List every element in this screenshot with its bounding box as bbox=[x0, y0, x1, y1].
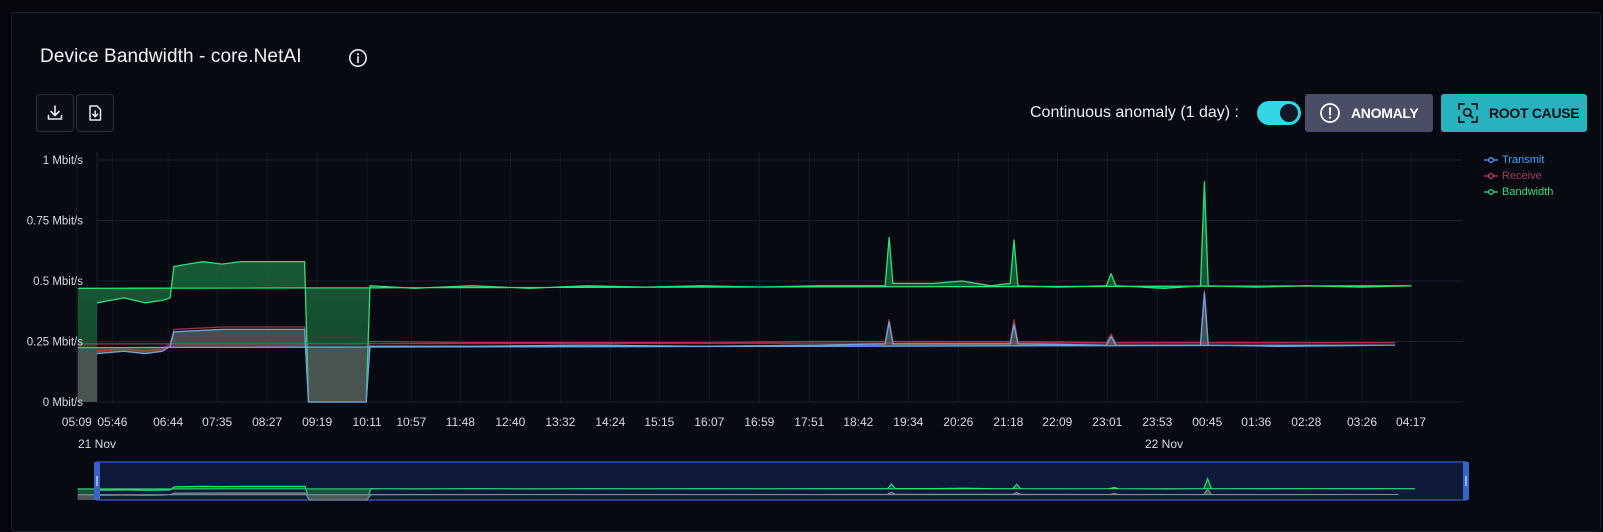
info-circle-icon[interactable] bbox=[348, 48, 368, 68]
line-marker-icon bbox=[1484, 188, 1498, 196]
legend-label-transmit: Transmit bbox=[1502, 154, 1545, 166]
chart-legend: Transmit Receive Bandwidth bbox=[1484, 152, 1553, 200]
export-file-button[interactable] bbox=[76, 94, 114, 132]
continuous-anomaly-label: Continuous anomaly (1 day) : bbox=[1030, 104, 1239, 121]
legend-item-bandwidth[interactable]: Bandwidth bbox=[1484, 184, 1553, 200]
anomaly-button[interactable]: ANOMALY bbox=[1305, 94, 1433, 132]
scan-search-icon bbox=[1457, 102, 1479, 124]
line-marker-icon bbox=[1484, 172, 1498, 180]
legend-label-receive: Receive bbox=[1502, 170, 1542, 182]
page-title: Device Bandwidth - core.NetAI bbox=[40, 46, 302, 67]
download-button[interactable] bbox=[36, 94, 74, 132]
continuous-anomaly-toggle[interactable] bbox=[1257, 101, 1301, 125]
download-icon bbox=[47, 105, 63, 120]
legend-label-bandwidth: Bandwidth bbox=[1502, 186, 1554, 198]
chart-panel bbox=[11, 12, 1601, 532]
anomaly-label: ANOMALY bbox=[1351, 105, 1419, 121]
root-cause-button[interactable]: ROOT CAUSE bbox=[1441, 94, 1587, 132]
toggle-knob bbox=[1280, 104, 1298, 122]
file-export-icon bbox=[89, 105, 102, 121]
line-marker-icon bbox=[1484, 156, 1498, 164]
alert-circle-icon bbox=[1319, 102, 1341, 124]
legend-item-receive[interactable]: Receive bbox=[1484, 168, 1553, 184]
root-cause-label: ROOT CAUSE bbox=[1489, 105, 1580, 121]
legend-item-transmit[interactable]: Transmit bbox=[1484, 152, 1553, 168]
